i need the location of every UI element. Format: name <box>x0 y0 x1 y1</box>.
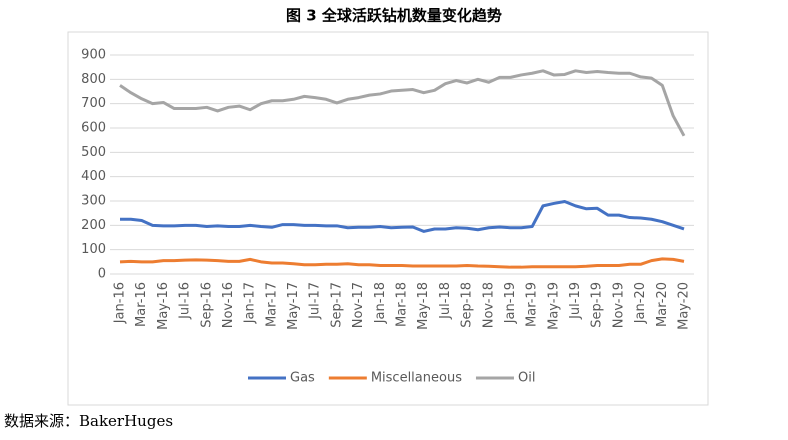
series-line <box>120 199 685 233</box>
y-tick-label: 100 <box>81 242 106 257</box>
series-line <box>119 69 686 137</box>
legend-label: Miscellaneous <box>371 371 462 386</box>
y-tick-label: 500 <box>81 145 106 160</box>
x-tick-label: Sep-18 <box>460 282 475 328</box>
y-tick-label: 900 <box>81 48 106 63</box>
y-tick-label: 800 <box>81 72 106 87</box>
x-tick-label: Nov-16 <box>221 282 236 328</box>
chart-frame <box>67 31 709 406</box>
x-tick-label: May-18 <box>416 282 431 330</box>
y-tick-label: 200 <box>81 218 106 233</box>
x-tick-label: Mar-17 <box>264 282 279 327</box>
x-tick-label: Jan-20 <box>633 282 648 324</box>
x-tick-label: Jul-16 <box>178 282 193 320</box>
y-tick-label: 700 <box>81 96 106 111</box>
x-tick-label: Jul-19 <box>568 282 583 320</box>
x-tick-label: Jan-19 <box>503 282 518 324</box>
x-tick-label: May-20 <box>677 282 692 330</box>
x-tick-label: Sep-19 <box>590 282 605 328</box>
source-note: 数据来源：BakerHuges <box>4 412 173 430</box>
x-tick-label: Nov-18 <box>481 282 496 328</box>
x-tick-label: Sep-16 <box>199 282 214 328</box>
y-tick-label: 300 <box>81 194 106 209</box>
x-tick-label: Jul-17 <box>308 282 323 320</box>
legend-label: Gas <box>290 371 315 386</box>
legend-label: Oil <box>518 371 535 386</box>
y-tick-label: 400 <box>81 169 106 184</box>
x-tick-label: Jul-18 <box>438 282 453 320</box>
x-tick-label: Jan-18 <box>373 282 388 324</box>
y-tick-label: 0 <box>98 267 106 282</box>
x-tick-label: Jan-17 <box>243 282 258 324</box>
x-tick-label: May-19 <box>546 282 561 330</box>
x-tick-label: Jan-16 <box>113 282 128 324</box>
series-line <box>119 257 685 269</box>
x-tick-label: May-17 <box>286 282 301 330</box>
x-tick-label: Mar-16 <box>134 282 149 327</box>
x-tick-label: Mar-18 <box>395 282 410 327</box>
x-tick-label: Sep-17 <box>329 282 344 328</box>
x-tick-label: May-16 <box>156 282 171 330</box>
x-tick-label: Nov-17 <box>351 282 366 328</box>
chart-title: 图 3 全球活跃钻机数量变化趋势 <box>286 7 502 25</box>
x-tick-label: Nov-19 <box>611 282 626 328</box>
x-tick-label: Mar-20 <box>655 282 670 327</box>
y-tick-label: 600 <box>81 121 106 136</box>
x-tick-label: Mar-19 <box>525 282 540 327</box>
